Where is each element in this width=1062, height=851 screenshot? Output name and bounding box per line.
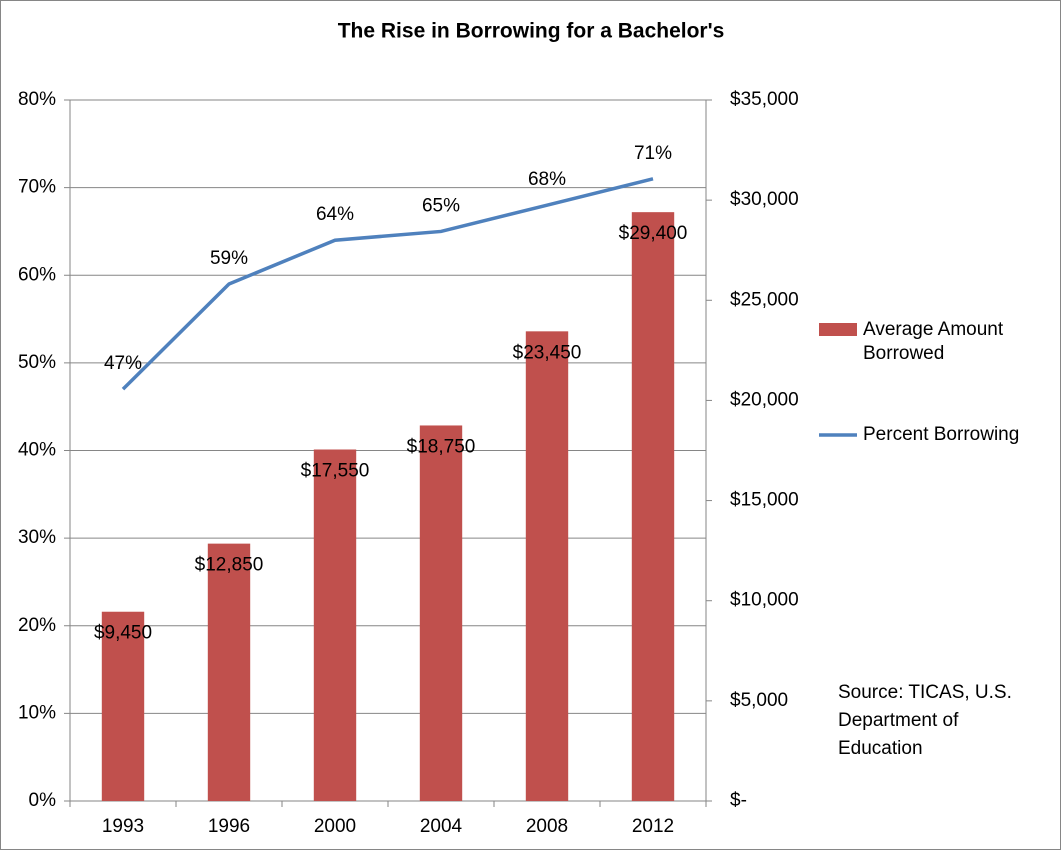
x-tick-label: 2008 [526,816,568,837]
y2-tick-label: $15,000 [730,490,799,511]
y2-tick-label: $10,000 [730,590,799,611]
chart-title: The Rise in Borrowing for a Bachelor's [338,20,725,43]
legend-label: Average Amount Borrowed [863,319,1004,364]
legend-label: Percent Borrowing [863,424,1020,445]
y2-tick-label: $25,000 [730,289,799,310]
bar [525,331,569,801]
y-tick-label: 70% [18,177,56,198]
x-tick-label: 2000 [314,816,356,837]
y2-tick-label: $- [730,790,747,811]
bar [207,543,251,801]
data-label: 68% [528,169,566,190]
data-label: $18,750 [407,436,476,457]
data-label: 65% [422,195,460,216]
y2-tick-label: $20,000 [730,389,799,410]
bar [101,611,145,801]
legend-key [819,323,857,336]
data-label: 64% [316,204,354,225]
source-note: Source: TICAS, U.S. Department of Educat… [838,682,1012,759]
data-label: $23,450 [513,342,582,363]
y2-tick-label: $35,000 [730,89,799,110]
y-tick-label: 10% [18,702,56,723]
y-tick-label: 20% [18,615,56,636]
x-tick-label: 1996 [208,816,250,837]
bar [419,425,463,801]
y-tick-label: 60% [18,264,56,285]
y-tick-label: 30% [18,527,56,548]
data-label: $9,450 [94,623,152,644]
y2-tick-label: $30,000 [730,189,799,210]
data-label: 47% [104,353,142,374]
y-tick-label: 0% [29,790,57,811]
bar [313,449,357,801]
x-tick-label: 1993 [102,816,144,837]
data-label: $29,400 [619,223,688,244]
x-tick-label: 2004 [420,816,463,837]
y-tick-label: 80% [18,89,56,110]
line [121,177,654,391]
y-tick-label: 50% [18,352,56,373]
y-tick-label: 40% [18,440,56,461]
data-label: 59% [210,248,248,269]
data-label: $17,550 [301,461,370,482]
data-label: $12,850 [195,555,264,576]
x-tick-label: 2012 [632,816,674,837]
y2-tick-label: $5,000 [730,690,788,711]
data-label: 71% [634,143,672,164]
bar [631,212,675,801]
